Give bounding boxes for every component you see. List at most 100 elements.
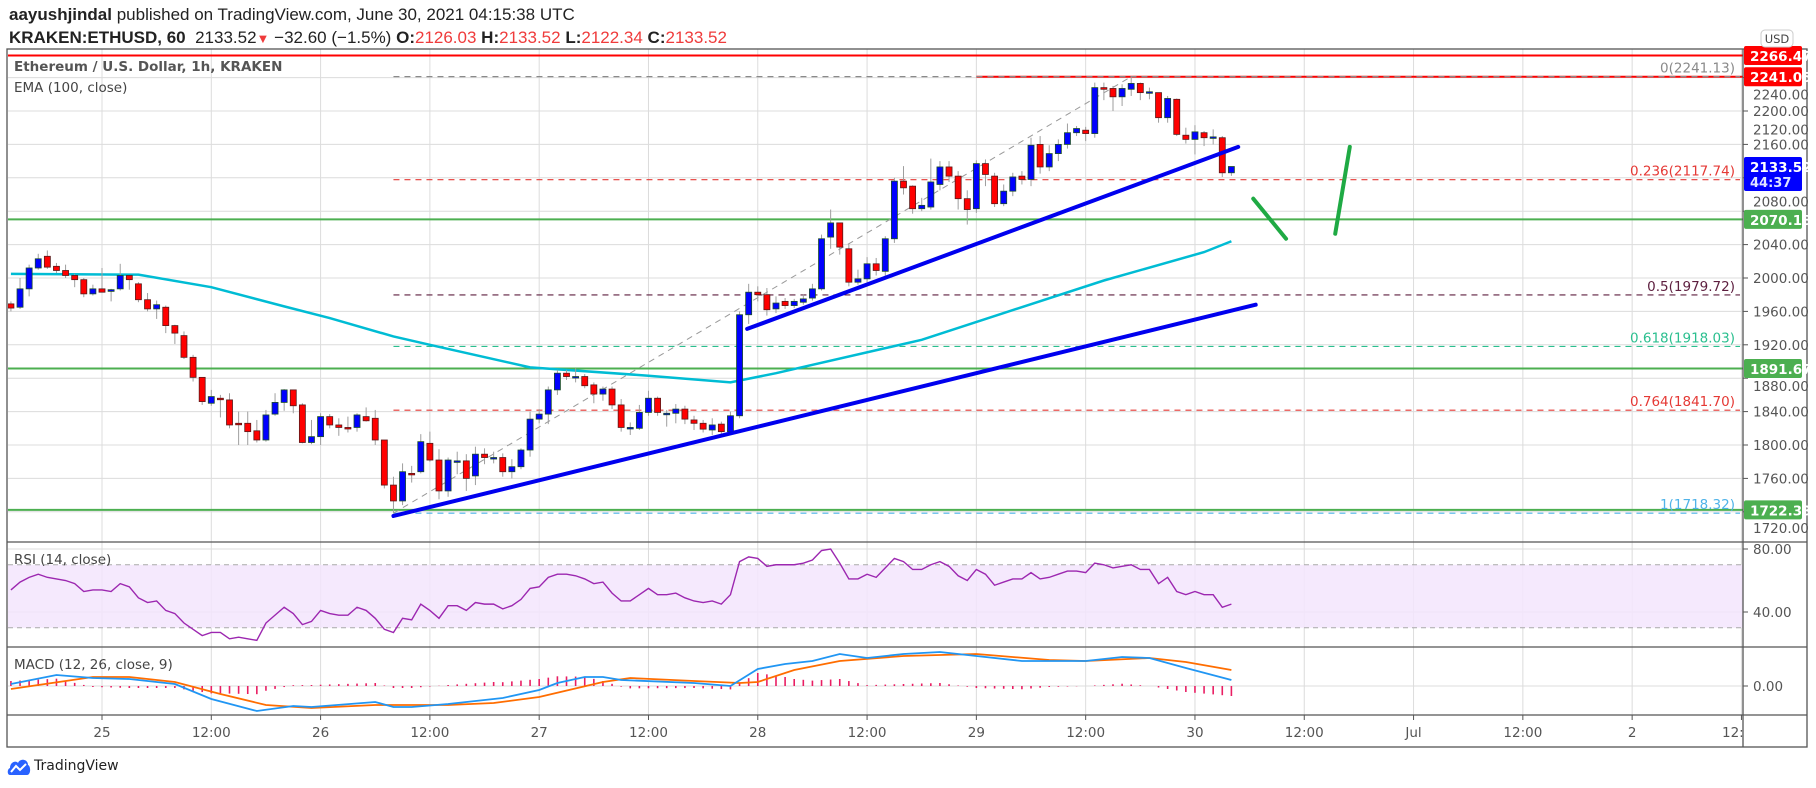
candle[interactable] <box>799 294 807 305</box>
candle[interactable] <box>417 434 425 474</box>
candle[interactable] <box>982 159 989 187</box>
candle[interactable] <box>590 382 598 404</box>
time-tick-label[interactable]: 12:00 <box>192 725 231 741</box>
candle[interactable] <box>226 393 233 429</box>
time-tick-label[interactable]: 12:00 <box>410 725 449 741</box>
price-tick-label[interactable]: 1720.00 <box>1753 521 1809 537</box>
candle[interactable] <box>444 457 452 497</box>
candle[interactable] <box>635 404 643 430</box>
time-tick-label[interactable]: 25 <box>93 725 110 741</box>
candle[interactable] <box>426 431 434 462</box>
candle[interactable] <box>963 190 971 225</box>
candle[interactable] <box>1082 126 1090 142</box>
candle[interactable] <box>217 394 224 418</box>
rsi-legend[interactable]: RSI (14, close) <box>14 552 112 568</box>
price-tick-label[interactable]: 2200.00 <box>1753 104 1809 120</box>
candle[interactable] <box>563 369 570 380</box>
candle[interactable] <box>16 278 24 309</box>
candle[interactable] <box>34 253 42 270</box>
candle[interactable] <box>1054 139 1062 162</box>
candle[interactable] <box>62 264 69 278</box>
rsi-tick-label[interactable]: 40.00 <box>1753 605 1792 621</box>
candle[interactable] <box>1209 129 1217 145</box>
candle[interactable] <box>1009 172 1017 197</box>
candle[interactable] <box>80 278 88 298</box>
candle[interactable] <box>162 305 170 334</box>
candle[interactable] <box>1118 84 1126 106</box>
candle[interactable] <box>1146 87 1153 100</box>
candle[interactable] <box>581 374 589 389</box>
candle[interactable] <box>25 264 33 297</box>
candle[interactable] <box>153 300 161 319</box>
candle[interactable] <box>881 236 889 277</box>
candle[interactable] <box>508 459 516 479</box>
candle[interactable] <box>1109 85 1117 111</box>
candle[interactable] <box>244 411 252 445</box>
candle[interactable] <box>125 275 133 290</box>
price-tick-label[interactable]: 1760.00 <box>1753 471 1809 487</box>
candle[interactable] <box>362 407 370 422</box>
time-tick-label[interactable]: 12:00 <box>1285 725 1324 741</box>
candle[interactable] <box>672 404 680 424</box>
candle[interactable] <box>727 411 734 434</box>
candle[interactable] <box>681 405 689 425</box>
candle[interactable] <box>481 448 488 465</box>
candle[interactable] <box>135 282 142 303</box>
candle[interactable] <box>1027 137 1035 187</box>
candle[interactable] <box>854 269 862 285</box>
ema-100-line[interactable] <box>10 240 1232 384</box>
tradingview-logo[interactable]: TradingView <box>7 756 119 776</box>
ema-legend[interactable]: EMA (100, close) <box>14 80 128 96</box>
candle[interactable] <box>43 250 51 269</box>
candle[interactable] <box>572 368 580 383</box>
candle[interactable] <box>1136 82 1144 101</box>
candle[interactable] <box>326 414 334 429</box>
candle[interactable] <box>699 419 707 433</box>
candle[interactable] <box>736 311 743 419</box>
candle[interactable] <box>763 288 771 316</box>
candle[interactable] <box>408 465 416 483</box>
price-tick-label[interactable]: 2040.00 <box>1753 238 1809 254</box>
trendline[interactable] <box>391 302 1258 518</box>
candle[interactable] <box>53 262 60 273</box>
candle[interactable] <box>144 293 151 312</box>
author-name[interactable]: aayushjindal <box>9 5 112 24</box>
candle[interactable] <box>1018 171 1026 185</box>
candle[interactable] <box>599 386 607 401</box>
time-tick-label[interactable]: 29 <box>968 725 985 741</box>
candle[interactable] <box>1091 82 1099 138</box>
candle[interactable] <box>171 324 179 344</box>
time-tick-label[interactable]: 12:00 <box>848 725 887 741</box>
candle[interactable] <box>390 476 397 514</box>
candle[interactable] <box>1191 125 1199 155</box>
price-tick-label[interactable]: 2160.00 <box>1753 137 1809 153</box>
candle[interactable] <box>663 409 671 427</box>
candle[interactable] <box>253 419 261 443</box>
candle[interactable] <box>317 413 324 445</box>
candle[interactable] <box>1227 166 1235 176</box>
candle[interactable] <box>335 418 343 436</box>
time-tick-label[interactable]: 28 <box>749 725 766 741</box>
candle[interactable] <box>353 413 361 432</box>
candle[interactable] <box>863 257 871 283</box>
candle[interactable] <box>626 422 634 435</box>
candle[interactable] <box>918 197 926 212</box>
candle[interactable] <box>1164 95 1172 123</box>
price-tick-label[interactable]: 2000.00 <box>1753 271 1809 287</box>
candle[interactable] <box>462 454 470 491</box>
macd-legend[interactable]: MACD (12, 26, close, 9) <box>14 657 173 673</box>
candle[interactable] <box>490 451 498 464</box>
candle[interactable] <box>380 439 388 489</box>
price-pane[interactable]: 0(2241.13) 0.236(2117.74) 0.5(1979.72) 0.61… <box>8 54 1743 518</box>
macd-tick-label[interactable]: 0.00 <box>1753 679 1783 695</box>
candle[interactable] <box>772 296 780 314</box>
time-tick-label[interactable]: 26 <box>312 725 329 741</box>
macd-line[interactable] <box>10 651 1232 712</box>
candle[interactable] <box>1218 136 1226 177</box>
candle[interactable] <box>271 393 279 416</box>
candle[interactable] <box>754 286 762 302</box>
candle[interactable] <box>544 386 552 425</box>
macd-signal-line[interactable] <box>10 653 1232 709</box>
time-tick-label[interactable]: 30 <box>1186 725 1203 741</box>
